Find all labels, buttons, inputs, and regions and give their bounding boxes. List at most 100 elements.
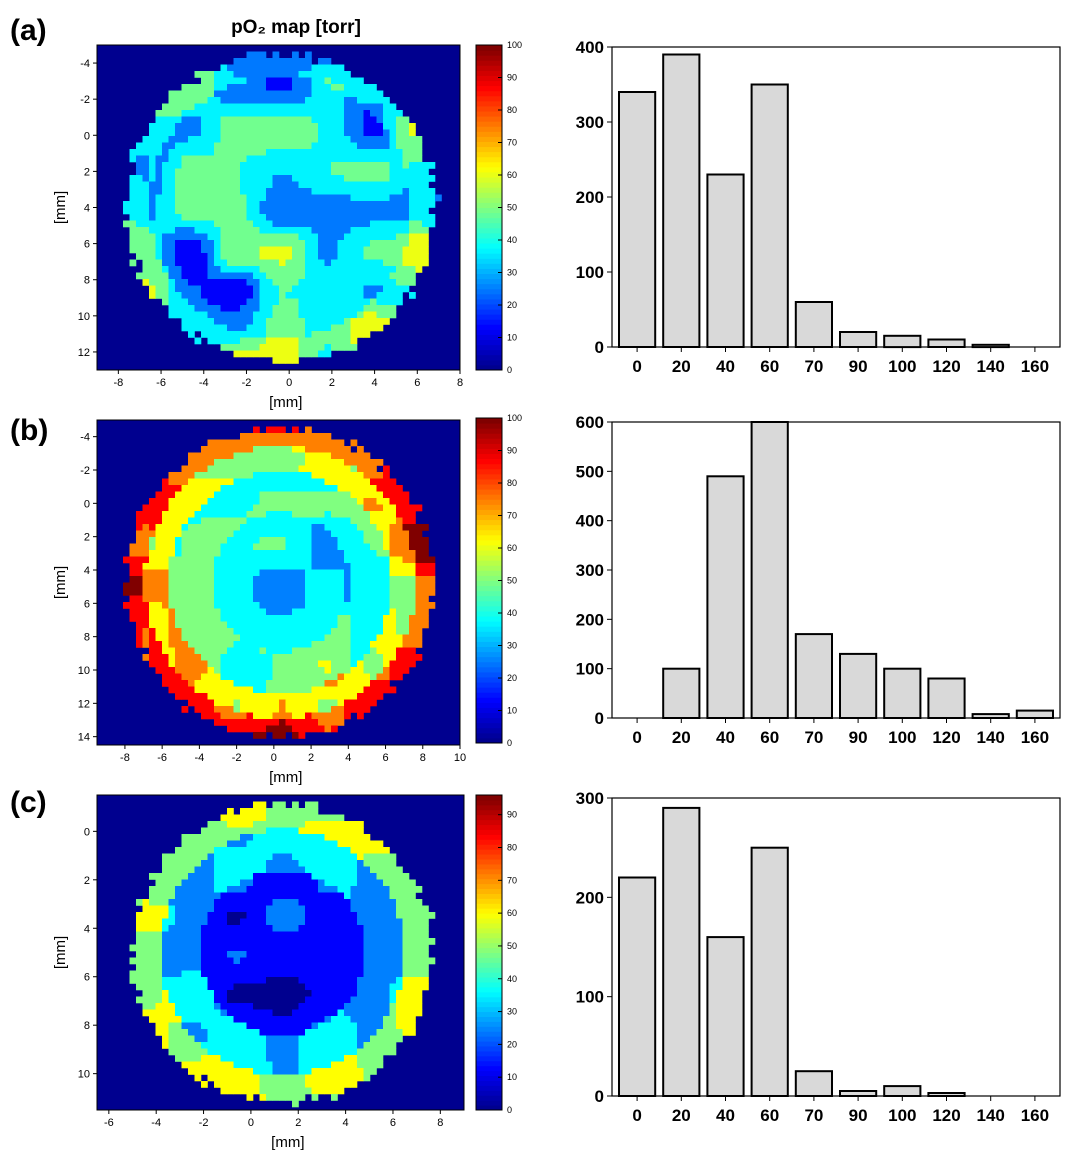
map-pixel [194, 628, 202, 635]
map-pixel [279, 292, 286, 299]
map-pixel [214, 504, 221, 512]
map-pixel [272, 899, 280, 906]
map-pixel [253, 149, 260, 156]
map-pixel [389, 116, 397, 124]
map-pixel [201, 149, 208, 156]
map-pixel [311, 77, 319, 85]
map-pixel [370, 931, 377, 939]
map-pixel [389, 550, 397, 557]
map-pixel [389, 149, 397, 156]
map-pixel [272, 732, 280, 739]
map-pixel [227, 983, 234, 991]
map-pixel [266, 504, 273, 512]
map-pixel [363, 478, 371, 486]
map-pixel [272, 285, 280, 293]
map-pixel [402, 162, 410, 169]
map-pixel [220, 537, 228, 544]
map-pixel [168, 589, 176, 596]
histogram-bar-70 [794, 633, 833, 719]
map-pixel [214, 667, 221, 674]
map-pixel [233, 647, 241, 655]
map-pixel [305, 595, 312, 603]
map-pixel [188, 853, 195, 861]
map-pixel [311, 667, 319, 674]
map-pixel [344, 472, 351, 479]
map-pixel [259, 860, 267, 867]
map-pixel [337, 589, 345, 596]
map-pixel [279, 576, 286, 583]
map-pixel [233, 84, 241, 91]
histogram-bar-70 [794, 301, 833, 348]
map-pixel [396, 602, 403, 609]
map-pixel [409, 977, 416, 984]
colorbar-segment [476, 197, 502, 203]
map-pixel [168, 569, 176, 577]
map-pixel [370, 201, 377, 208]
map-pixel [357, 667, 364, 674]
map-pixel [149, 543, 156, 551]
colorbar-segment [476, 268, 502, 275]
map-pixel [227, 537, 234, 544]
map-pixel [305, 58, 312, 65]
map-pixel [266, 556, 273, 564]
map-pixel [220, 253, 228, 260]
map-pixel [194, 220, 202, 228]
map-pixel [311, 977, 319, 984]
map-pixel [181, 834, 189, 841]
map-pixel [370, 912, 377, 919]
map-pixel [233, 719, 241, 726]
map-pixel [298, 814, 306, 822]
map-pixel [201, 207, 208, 215]
map-pixel [324, 569, 332, 577]
map-pixel [259, 201, 267, 208]
map-pixel [240, 582, 247, 590]
map-pixel [409, 227, 416, 234]
colorbar-segment [476, 494, 502, 500]
map-pixel [272, 589, 280, 596]
map-pixel [357, 116, 364, 124]
map-pixel [175, 90, 182, 98]
map-pixel [318, 155, 325, 163]
map-pixel [318, 331, 325, 338]
map-pixel [272, 259, 280, 267]
map-pixel [136, 951, 143, 958]
map-pixel [344, 168, 351, 176]
map-pixel [142, 207, 150, 215]
map-pixel [357, 168, 364, 176]
map-pixel [376, 207, 384, 215]
map-pixel [285, 350, 293, 358]
map-pixel [181, 142, 189, 150]
map-pixel [363, 524, 371, 531]
map-pixel [311, 860, 319, 867]
map-pixel [415, 654, 423, 661]
map-pixel [363, 873, 371, 880]
map-pixel [279, 634, 286, 642]
map-pixel [279, 530, 286, 538]
map-pixel [396, 983, 403, 991]
map-pixel [194, 892, 202, 900]
map-pixel [285, 498, 293, 505]
map-pixel [415, 556, 423, 564]
map-pixel [331, 977, 338, 984]
map-pixel [311, 504, 319, 512]
map-pixel [428, 188, 436, 195]
map-pixel [162, 925, 169, 932]
map-pixel [142, 595, 150, 603]
map-pixel [324, 543, 332, 551]
colorbar-segment [476, 151, 502, 158]
map-pixel [409, 647, 416, 655]
map-pixel [181, 582, 189, 590]
map-pixel [136, 628, 143, 635]
map-pixel [214, 944, 221, 952]
map-pixel [311, 576, 319, 583]
map-pixel [357, 918, 364, 926]
map-pixel [279, 175, 286, 182]
map-pixel [285, 680, 293, 687]
map-pixel [376, 667, 384, 674]
map-pixel [136, 246, 143, 254]
map-pixel [318, 680, 325, 687]
map-pixel [188, 680, 195, 687]
map-pixel [331, 71, 338, 78]
map-pixel [214, 602, 221, 609]
map-pixel [344, 977, 351, 984]
